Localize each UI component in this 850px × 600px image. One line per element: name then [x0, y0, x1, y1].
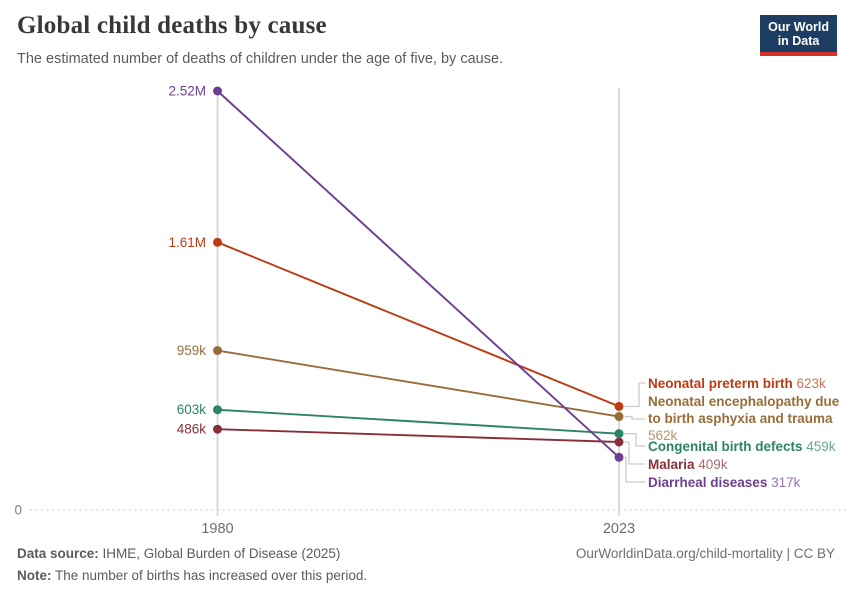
start-value-label: 1.61M: [168, 235, 206, 250]
label-connector: [624, 456, 645, 483]
slope-line: [217, 241, 620, 408]
series-end-label-line: Diarrheal diseases 317k: [648, 474, 801, 490]
chart-subtitle: The estimated number of deaths of childr…: [17, 51, 504, 67]
label-connector: [624, 441, 645, 465]
owid-logo-line2: in Data: [777, 34, 820, 48]
x-tick-label-1980: 1980: [201, 521, 233, 537]
series-end-label[interactable]: Congenital birth defects 459k: [648, 438, 836, 455]
data-point-end[interactable]: [614, 401, 624, 411]
series-end-label-line: Neonatal preterm birth 623k: [648, 375, 826, 391]
chart-title: Global child deaths by cause: [17, 12, 327, 39]
series-end-label[interactable]: Neonatal preterm birth 623k: [648, 375, 826, 392]
start-value-label: 486k: [177, 422, 207, 437]
note-line: Note: The number of births has increased…: [17, 568, 367, 583]
slope-line: [217, 428, 620, 443]
data-point-end[interactable]: [614, 437, 624, 447]
label-connector: [624, 415, 645, 420]
data-point-start[interactable]: [213, 237, 222, 247]
citation-link[interactable]: OurWorldinData.org/child-mortality | CC …: [575, 546, 835, 561]
footer-left: Data source: IHME, Global Burden of Dise…: [17, 546, 367, 590]
data-point-start[interactable]: [213, 346, 222, 356]
series-end-label[interactable]: Neonatal encephalopathy due to birth asph…: [648, 393, 839, 444]
start-value-label: 2.52M: [168, 84, 206, 99]
series-end-label-line: Malaria 409k: [648, 456, 728, 472]
series-end-label-line: Congenital birth defects 459k: [648, 438, 836, 454]
note-text: The number of births has increased over …: [55, 568, 368, 583]
start-value-label: 603k: [177, 402, 207, 417]
data-point-start[interactable]: [213, 424, 222, 434]
label-connector: [624, 433, 645, 447]
x-tick-label-2023: 2023: [603, 521, 635, 537]
data-point-start[interactable]: [213, 405, 222, 415]
data-source-label: Data source:: [17, 546, 99, 561]
data-source-line: Data source: IHME, Global Burden of Dise…: [17, 546, 367, 561]
y-zero-label: 0: [14, 503, 22, 518]
series-end-label[interactable]: Malaria 409k: [648, 456, 728, 473]
series-end-label-line: to birth asphyxia and trauma: [648, 410, 833, 426]
owid-logo[interactable]: Our World in Data: [760, 15, 837, 56]
data-source-text: IHME, Global Burden of Disease (2025): [102, 546, 341, 561]
chart-footer: Data source: IHME, Global Burden of Dise…: [17, 546, 835, 590]
data-point-start[interactable]: [213, 86, 222, 96]
slope-line: [217, 408, 620, 435]
slope-line: [217, 349, 620, 418]
series-end-label-line: Neonatal encephalopathy due: [648, 393, 840, 409]
slope-line: [216, 90, 620, 458]
series-end-label-line: 562k: [648, 427, 678, 443]
data-point-end[interactable]: [614, 452, 624, 462]
start-value-label: 959k: [177, 343, 207, 358]
series-end-label[interactable]: Diarrheal diseases 317k: [648, 474, 800, 491]
data-point-end[interactable]: [614, 429, 624, 439]
data-point-end[interactable]: [614, 412, 624, 422]
owid-logo-line1: Our World: [768, 20, 829, 34]
label-connector: [624, 382, 645, 408]
note-label: Note:: [17, 568, 52, 583]
